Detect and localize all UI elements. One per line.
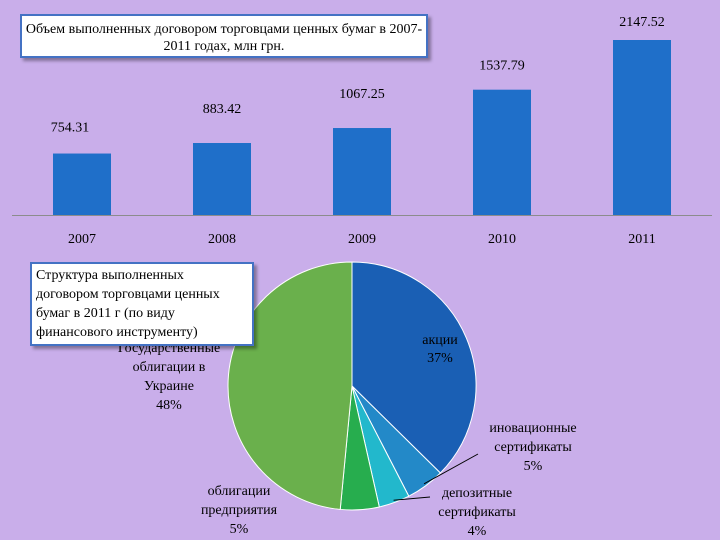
bar-category-label: 2011 xyxy=(628,232,655,247)
bar-2010 xyxy=(473,89,531,215)
bar-value-label: 1067.25 xyxy=(339,87,385,102)
pie-leader-line xyxy=(393,496,431,501)
bar-category-label: 2007 xyxy=(68,232,96,247)
bar-chart-title: Объем выполненных договором торговцами ц… xyxy=(20,14,428,58)
pie-slice-4 xyxy=(227,261,353,510)
bar-category-label: 2008 xyxy=(208,232,236,247)
bar-2009 xyxy=(333,128,391,215)
bar-value-label: 754.31 xyxy=(51,121,90,136)
bar-2008 xyxy=(193,143,251,215)
pie-chart-title: Структура выполненных договором торговца… xyxy=(30,262,254,346)
pie-chart-title-text: Структура выполненных договором торговца… xyxy=(36,268,220,340)
pie-slice-label: акции 37% xyxy=(422,333,458,366)
bar-chart-title-text: Объем выполненных договором торговцами ц… xyxy=(25,22,423,54)
bar-value-label: 883.42 xyxy=(203,102,242,117)
bar-value-label: 1537.79 xyxy=(479,59,525,74)
pie-slice-label: Государственные облигации в Украине 48% xyxy=(118,341,220,413)
pie-leader-line xyxy=(423,453,479,485)
pie-slice-label: облигации предприятия 5% xyxy=(201,484,278,537)
pie-slice-label: депозитные сертификаты 4% xyxy=(438,486,516,539)
pie-slice-label: иновационные сертификаты 5% xyxy=(489,421,576,474)
bar-2007 xyxy=(53,153,111,215)
bar-chart: 754.31 2007 883.42 2008 1067.25 2009 1537.79 20… xyxy=(12,15,712,247)
pie-chart: акции 37% иновационные сертификаты 5% депозит… xyxy=(118,261,577,539)
bar-category-label: 2009 xyxy=(348,232,376,247)
bar-value-label: 2147.52 xyxy=(619,15,665,30)
bar-category-label: 2010 xyxy=(488,232,516,247)
bar-2011 xyxy=(613,40,671,215)
pie-slice-0 xyxy=(351,261,477,474)
